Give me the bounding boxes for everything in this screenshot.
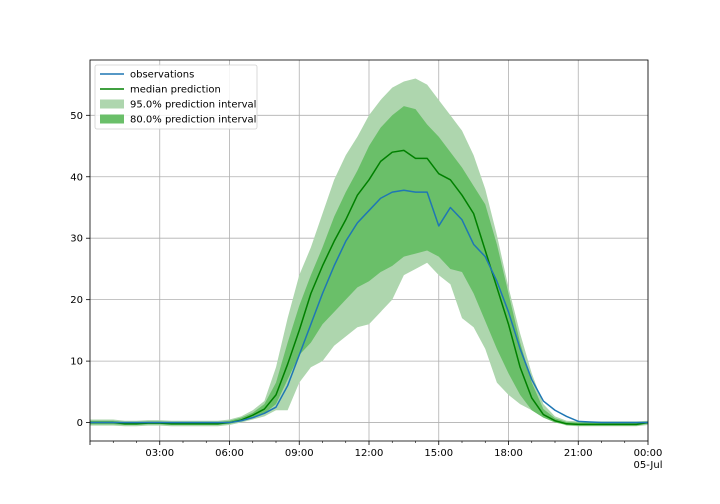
legend-swatch [100, 99, 124, 109]
y-tick-label: 40 [70, 172, 83, 183]
x-tick-label: 03:00 [145, 448, 174, 459]
y-tick-label: 10 [70, 357, 83, 368]
series-lines [90, 149, 649, 426]
x-tick-label: 00:00 [634, 448, 663, 459]
legend-swatch [100, 114, 124, 124]
legend-label: observations [130, 70, 194, 81]
x-tick-sublabel: 05-Jul [634, 460, 663, 471]
legend-label: 80.0% prediction interval [130, 115, 256, 126]
legend-label: median prediction [130, 85, 221, 96]
legend: observations median prediction 95.0% predi… [94, 64, 258, 130]
x-tick-label: 12:00 [355, 448, 384, 459]
legend-box [94, 64, 258, 130]
x-tick-label: 09:00 [285, 448, 314, 459]
y-tick-label: 30 [70, 234, 83, 245]
legend-label: 95.0% prediction interval [130, 100, 256, 111]
x-tick-label: 18:00 [494, 448, 523, 459]
x-tick-label: 21:00 [564, 448, 593, 459]
x-tick-label: 06:00 [215, 448, 244, 459]
y-tick-label: 0 [77, 418, 83, 429]
band-80-0-prediction-interval [90, 106, 648, 426]
y-tick-label: 20 [70, 295, 83, 306]
prediction-bands [90, 78, 648, 427]
y-tick-label: 50 [70, 111, 83, 122]
axis-ticks: 03:00 06:00 09:00 12:00 15:00 18:00 21:00 00:00… [70, 111, 662, 471]
line-median-prediction [90, 149, 649, 426]
line-observations [90, 189, 648, 424]
x-tick-label: 15:00 [424, 448, 453, 459]
